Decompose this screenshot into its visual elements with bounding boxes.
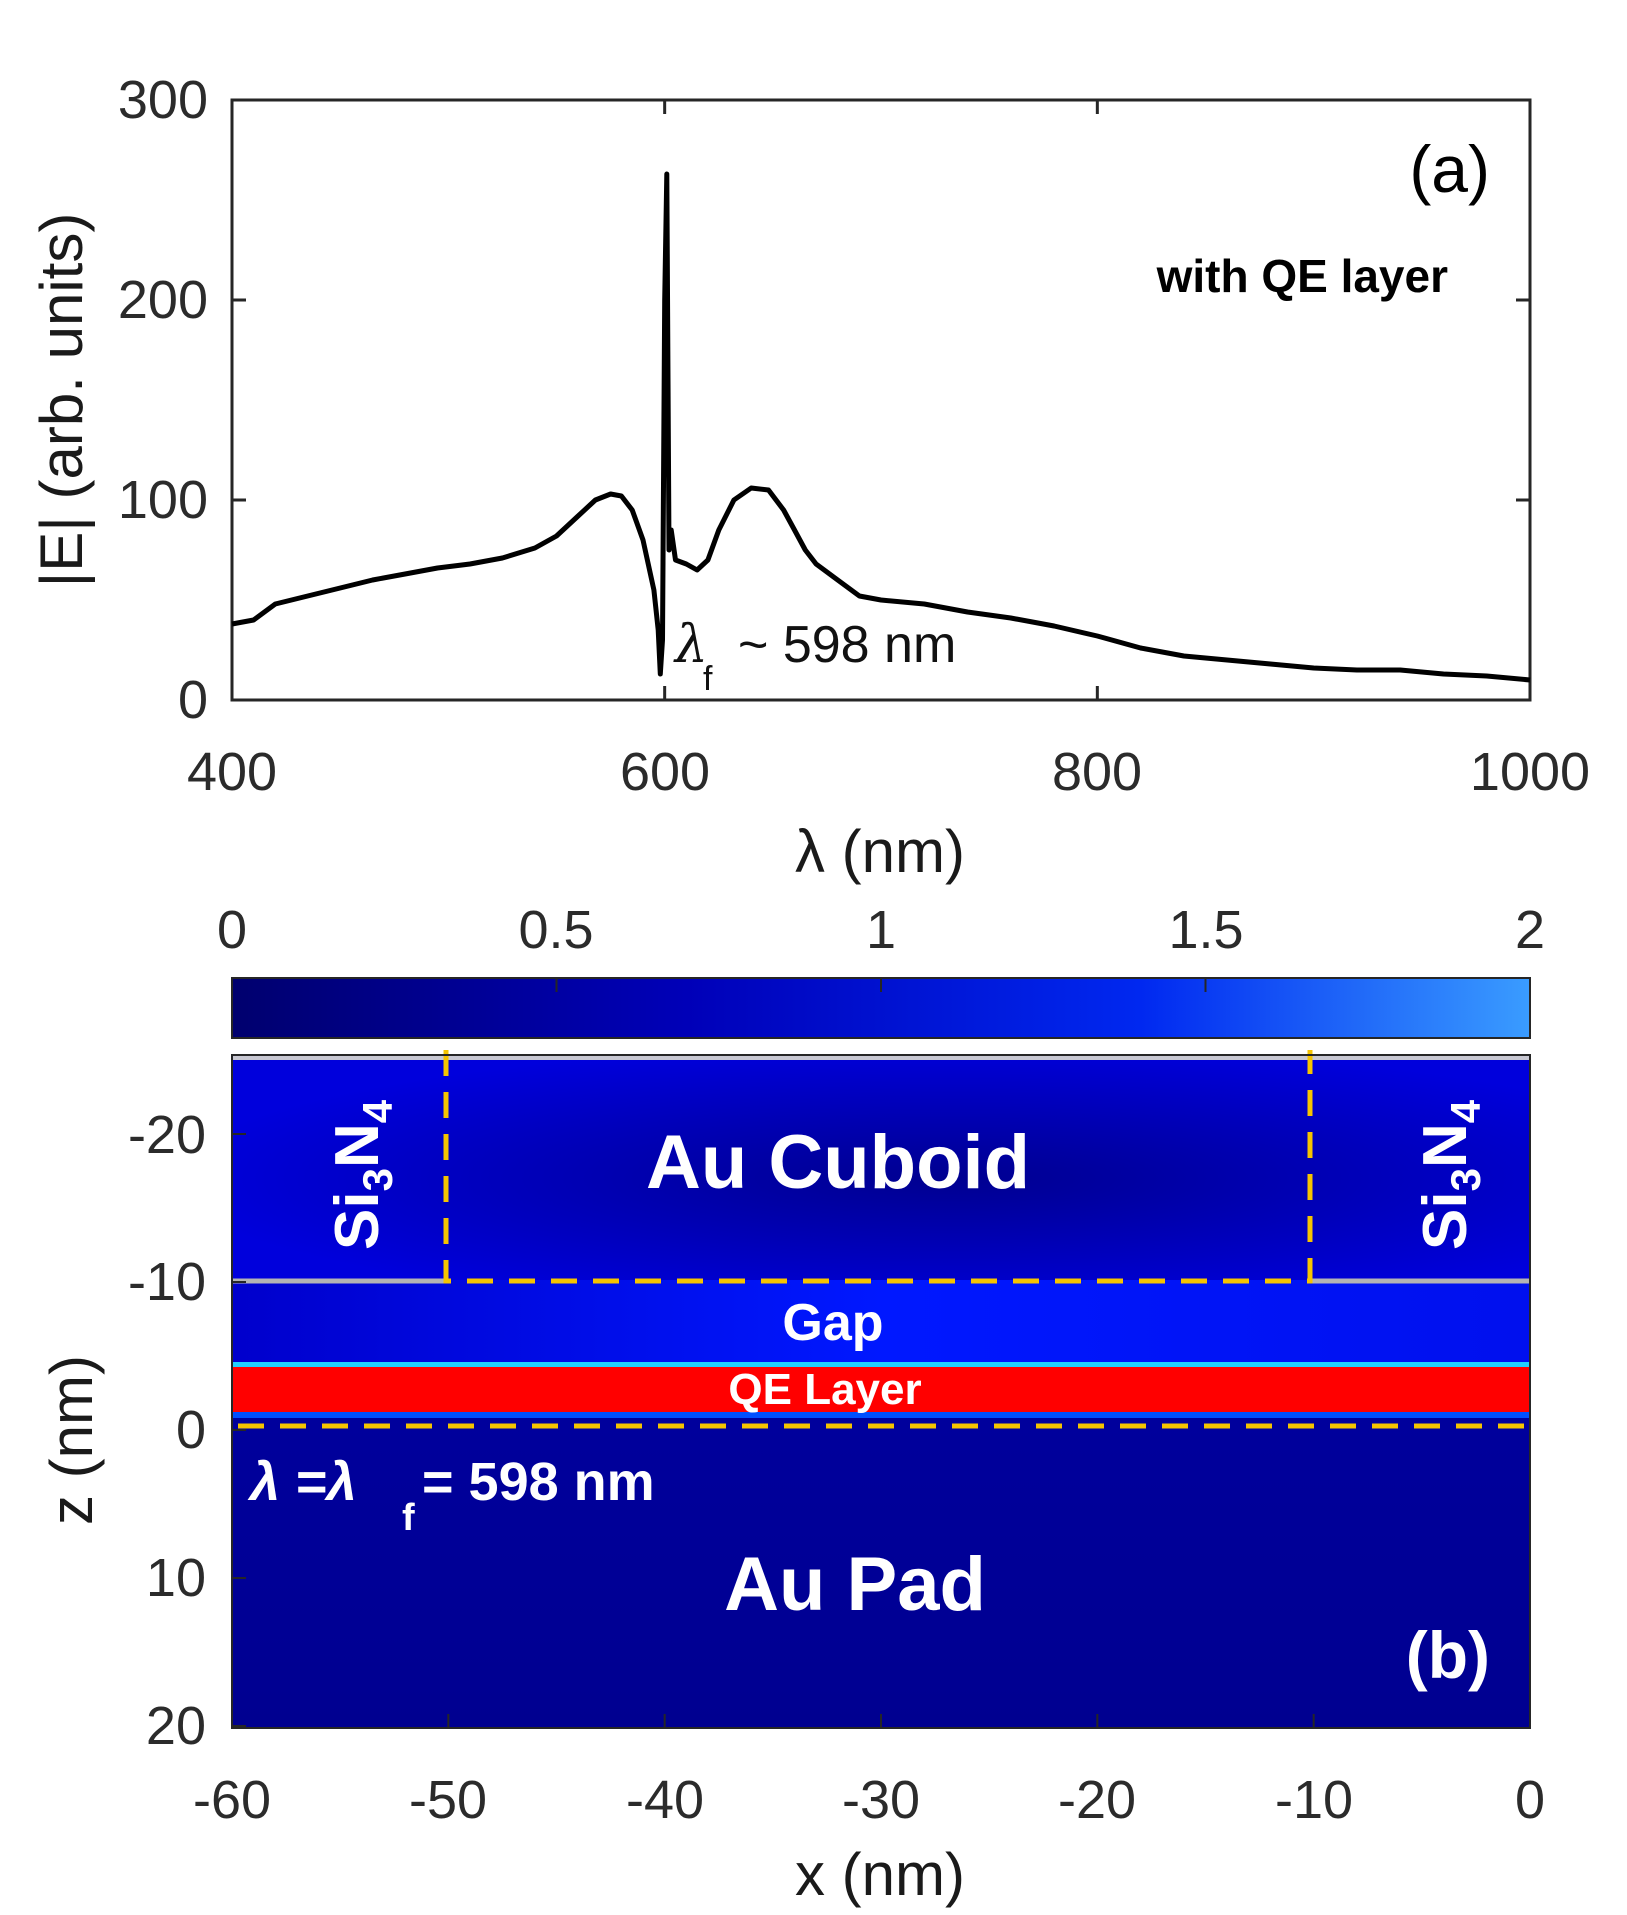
colorbar-tick-label: 2	[1515, 900, 1545, 960]
label-qe-layer: QE Layer	[728, 1365, 921, 1414]
x-tick-label: 0	[1515, 1770, 1545, 1830]
x-tick-label: -40	[626, 1770, 704, 1830]
colorbar-tick-label: 1.5	[1168, 900, 1243, 960]
label-au-cuboid: Au Cuboid	[646, 1120, 1030, 1205]
y-tick-label: 10	[146, 1548, 206, 1608]
series-line-e-field	[231, 171, 1531, 683]
annotation-with-qe: with QE layer	[1156, 250, 1449, 302]
x-tick-labels-a: 400 600 800 1000	[187, 742, 1590, 802]
y-tick-label: 200	[118, 270, 208, 330]
y-tick-label: 100	[118, 470, 208, 530]
y-tick-label: 0	[176, 1400, 206, 1460]
y-axis-label-b: z (nm)	[38, 1355, 105, 1525]
x-tick-label: -50	[409, 1770, 487, 1830]
marker-lambda-sub: f	[703, 660, 713, 698]
axis-ticks-b	[231, 1133, 1531, 1728]
qe-layer	[232, 1367, 1530, 1412]
y-tick-label: -10	[128, 1252, 206, 1312]
region-pad	[232, 1418, 1530, 1728]
x-tick-label: -10	[1275, 1770, 1353, 1830]
y-tick-labels-b: -20 -10 0 10 20	[128, 1105, 206, 1756]
y-axis-label-a: |E| (arb. units)	[28, 213, 95, 588]
label-lambda-value: = 598 nm	[422, 1452, 655, 1512]
label-gap: Gap	[782, 1294, 883, 1352]
qe-layer-edge-bottom	[232, 1412, 1530, 1418]
axis-ticks-a	[230, 98, 1532, 702]
x-tick-label: -60	[193, 1770, 271, 1830]
panel-label-a: (a)	[1409, 132, 1490, 206]
x-tick-labels-b: -60 -50 -40 -30 -20 -10 0	[193, 1770, 1545, 1830]
panel-label-b: (b)	[1406, 1618, 1490, 1692]
label-lambda-sub: f	[402, 1497, 415, 1539]
y-tick-label: 0	[178, 670, 208, 730]
label-lambda-eq: λ =λ	[247, 1452, 357, 1512]
x-tick-label: -20	[1058, 1770, 1136, 1830]
x-axis-label-a: λ (nm)	[795, 818, 965, 885]
x-tick-label: 400	[187, 742, 277, 802]
colorbar-tick-label: 0.5	[518, 900, 593, 960]
colorbar-tick-label: 1	[866, 900, 896, 960]
y-tick-labels-a: 0 100 200 300	[118, 70, 208, 730]
y-tick-label: 20	[146, 1696, 206, 1756]
y-tick-label: -20	[128, 1105, 206, 1165]
colorbar-tick-label: 0	[217, 900, 247, 960]
x-tick-label: -30	[842, 1770, 920, 1830]
colorbar-ticks	[231, 978, 1531, 992]
region-gap	[232, 1280, 1530, 1366]
plot-area-a	[230, 98, 1532, 702]
marker-value: ~ 598 nm	[738, 616, 956, 674]
label-au-pad: Au Pad	[724, 1542, 986, 1627]
colorbar: 0 0.5 1 1.5 2	[217, 900, 1545, 1039]
x-tick-label: 800	[1052, 742, 1142, 802]
x-tick-label: 600	[620, 742, 710, 802]
x-tick-label: 1000	[1470, 742, 1590, 802]
line-chart-panel-a: 0 100 200 300 400 600 800 1000 λ (nm) |E…	[28, 70, 1590, 885]
marker-lambda-f: λ	[673, 615, 708, 675]
field-map-panel-b: Au Cuboid Gap QE Layer Au Pad (b) Si3N4 …	[38, 1050, 1545, 1908]
qe-layer-edge-top	[232, 1362, 1530, 1367]
y-tick-label: 300	[118, 70, 208, 130]
x-axis-label-b: x (nm)	[795, 1841, 965, 1908]
